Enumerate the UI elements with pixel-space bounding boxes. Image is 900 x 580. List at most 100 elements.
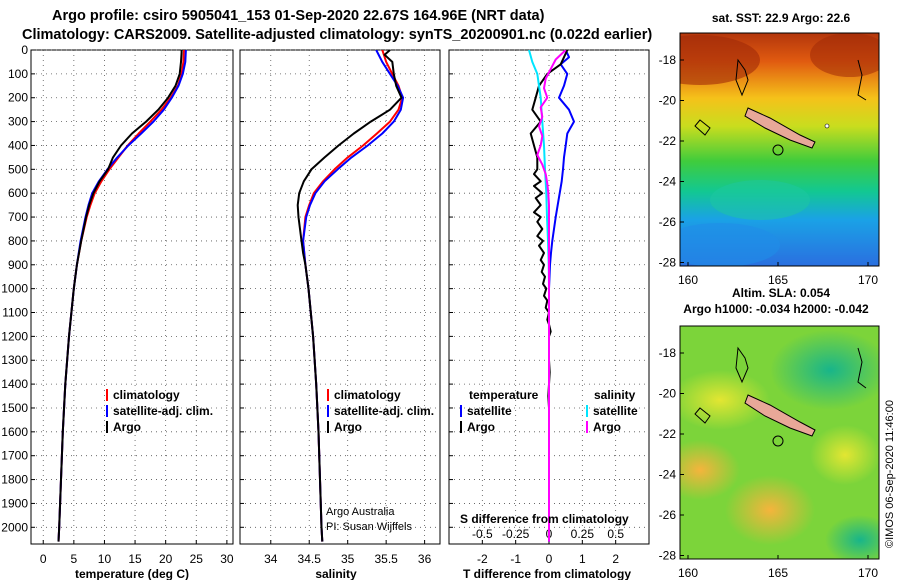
t-diff-axis-label: T difference from climatology [463,567,631,580]
legend-label-argo: Argo [334,420,362,434]
map-lon-label: 160 [678,566,698,580]
map-lat-label: -24 [659,468,677,482]
x-tick-label: 1 [579,552,586,566]
s-diff-tick-label: -0.25 [502,527,530,541]
map-lat-label: -26 [659,508,677,522]
y-tick-label: 1000 [1,282,28,296]
sst-map [680,33,879,266]
y-tick-label: 800 [8,234,28,248]
header-title-line1: Argo profile: csiro 5905041_153 01-Sep-2… [52,8,545,24]
series-line-argo [57,50,183,542]
map-lat-label: -28 [659,256,677,270]
map-lat-label: -18 [659,346,677,360]
s-diff-tick-label: 0.25 [571,527,595,541]
map-lon-label: 170 [858,566,878,580]
sla-mid-patch [680,370,770,430]
new-caledonia-island [744,394,816,437]
salinity-chart: 34 34.5 35 35.5 36 [240,49,440,566]
sla-map [680,326,879,559]
sla-low-patch [770,330,879,410]
legend-label-climatology: climatology [334,388,401,402]
vanuatu-coast [857,347,867,389]
map-lon-label: 160 [678,273,698,287]
x-tick-label: 25 [190,552,204,566]
y-tick-label: 900 [8,258,28,272]
salinity-panel [239,49,441,545]
sst-cool-patch [710,180,810,220]
map-lat-label: -20 [659,387,677,401]
reef-outline [694,119,711,136]
y-tick-label: 600 [8,186,28,200]
sla-high-patch [725,475,815,545]
x-tick-label: 35 [341,552,355,566]
y-tick-label: 100 [8,67,28,81]
salinity-axis-label: salinity [315,567,357,580]
y-tick-label: 1200 [1,329,28,343]
temperature-chart: 0100200300400500600700800900100011001200… [1,43,234,566]
temperature-axis-label: temperature (deg C) [75,567,189,580]
sla-subtitle: Altim. SLA: 0.054 [732,286,830,300]
legend-title-salinity: salinity [594,388,636,402]
s-diff-axis-label: S difference from climatology [460,512,629,526]
legend-label-argo: Argo [113,420,141,434]
x-tick-label: 35.5 [374,552,398,566]
argo-location-marker [772,144,784,156]
s-diff-tick-label: 0.5 [607,527,624,541]
series-group [528,50,575,542]
sla-low-patch [825,515,879,559]
map-lon-label: 165 [768,566,788,580]
sst-warm-patch [810,33,879,77]
vanuatu-coast [857,59,867,101]
y-tick-label: 400 [8,138,28,152]
y-tick-label: 1100 [2,306,28,320]
s-diff-tick-label: -0.5 [472,527,493,541]
map-lat-label: -26 [659,215,677,229]
sst-map-title: sat. SST: 22.9 Argo: 22.6 [712,11,851,25]
x-tick-label: 5 [71,552,78,566]
difference-chart: -2 -1 0 1 2-0.5 -0.25 0 0.25 0.5 [449,49,649,566]
imos-stamp: ©IMOS 06-Sep-2020 11:46:00 [884,400,896,548]
x-tick-label: 34.5 [298,552,322,566]
x-tick-label: 0 [546,552,553,566]
sst-cool-patch [680,223,780,266]
series-line-s-argo [536,50,567,542]
x-tick-label: 34 [264,552,278,566]
legend-label-satellite: satellite-adj. clim. [334,404,434,418]
x-tick-label: 15 [128,552,142,566]
difference-legend: temperature salinity satellite Argo sate… [460,388,638,526]
y-tick-label: 0 [21,43,28,57]
x-tick-label: 20 [159,552,173,566]
salinity-legend: climatology satellite-adj. clim. Argo Ar… [326,388,434,533]
sla-map-frame [679,325,880,560]
argo-location-marker [772,435,784,447]
temperature-legend: climatology satellite-adj. clim. Argo [106,388,213,434]
legend-label-climatology: climatology [113,388,180,402]
map-lat-label: -22 [659,427,677,441]
series-line-argo [296,50,403,542]
sst-warm-patch [680,35,760,85]
y-tick-label: 2000 [1,520,28,534]
y-tick-label: 300 [8,115,28,129]
y-tick-label: 1600 [1,425,28,439]
reef-outline [694,407,711,424]
sla-mid-patch [810,425,879,485]
new-caledonia-island [744,107,816,149]
legend-label-satellite: satellite-adj. clim. [113,404,213,418]
map-lon-label: 170 [858,273,878,287]
y-tick-label: 1500 [1,401,28,415]
credit-line2: PI: Susan Wijffels [326,521,412,533]
map-lat-label: -18 [659,53,677,67]
reef-outline [735,346,749,384]
y-tick-label: 1900 [1,496,28,510]
sst-map-frame [679,32,880,267]
series-group [296,50,405,542]
y-tick-label: 700 [8,210,28,224]
legend-label-t-satellite: satellite [467,404,512,418]
y-tick-label: 1300 [1,353,28,367]
loyalty-island [824,123,830,129]
series-group [57,50,187,542]
legend-label-t-argo: Argo [467,420,495,434]
